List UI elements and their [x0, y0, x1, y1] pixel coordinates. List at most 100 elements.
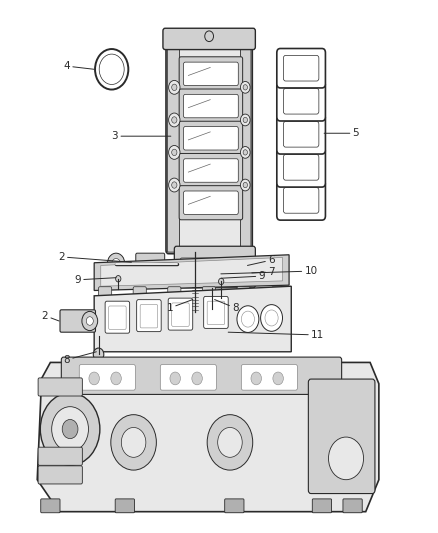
FancyBboxPatch shape: [184, 62, 238, 86]
Text: 9: 9: [74, 275, 116, 285]
FancyBboxPatch shape: [179, 89, 243, 123]
Circle shape: [237, 306, 259, 333]
Text: 5: 5: [324, 128, 359, 138]
Circle shape: [62, 419, 78, 439]
Circle shape: [243, 85, 247, 90]
Text: 1: 1: [166, 300, 193, 313]
Circle shape: [243, 117, 247, 123]
Circle shape: [240, 82, 250, 93]
Circle shape: [172, 117, 177, 123]
FancyBboxPatch shape: [136, 253, 165, 274]
Circle shape: [218, 427, 242, 457]
FancyBboxPatch shape: [179, 185, 243, 220]
FancyBboxPatch shape: [184, 126, 238, 150]
FancyBboxPatch shape: [277, 82, 325, 121]
Circle shape: [251, 372, 261, 385]
FancyBboxPatch shape: [133, 287, 146, 301]
Circle shape: [95, 49, 128, 90]
FancyBboxPatch shape: [202, 287, 215, 301]
FancyBboxPatch shape: [172, 303, 189, 326]
Circle shape: [219, 278, 224, 285]
FancyBboxPatch shape: [283, 155, 319, 180]
Circle shape: [172, 84, 177, 91]
Circle shape: [111, 415, 156, 470]
Text: 2: 2: [58, 252, 131, 262]
FancyBboxPatch shape: [240, 41, 251, 252]
FancyBboxPatch shape: [41, 499, 60, 513]
FancyBboxPatch shape: [237, 287, 250, 301]
Circle shape: [82, 311, 98, 330]
FancyBboxPatch shape: [163, 28, 255, 50]
Circle shape: [40, 393, 100, 465]
FancyBboxPatch shape: [167, 41, 180, 252]
FancyBboxPatch shape: [61, 357, 342, 394]
Text: 9: 9: [221, 271, 265, 281]
Circle shape: [172, 182, 177, 188]
Circle shape: [116, 276, 121, 282]
Polygon shape: [37, 362, 379, 512]
FancyBboxPatch shape: [174, 246, 255, 288]
Circle shape: [243, 182, 247, 188]
FancyBboxPatch shape: [168, 287, 181, 301]
FancyBboxPatch shape: [184, 191, 238, 214]
FancyBboxPatch shape: [207, 301, 225, 325]
Circle shape: [52, 407, 88, 451]
FancyBboxPatch shape: [179, 57, 243, 91]
FancyBboxPatch shape: [115, 499, 134, 513]
FancyBboxPatch shape: [184, 159, 238, 182]
Circle shape: [209, 284, 215, 292]
Circle shape: [107, 253, 125, 274]
FancyBboxPatch shape: [38, 447, 82, 465]
Circle shape: [93, 348, 104, 361]
FancyBboxPatch shape: [105, 301, 130, 333]
Circle shape: [172, 149, 177, 156]
Circle shape: [192, 372, 202, 385]
Circle shape: [99, 54, 124, 85]
FancyBboxPatch shape: [204, 296, 228, 328]
Text: 11: 11: [228, 330, 324, 340]
FancyBboxPatch shape: [277, 115, 325, 154]
Circle shape: [121, 427, 146, 457]
Text: 8: 8: [215, 300, 239, 313]
Circle shape: [240, 179, 250, 191]
FancyBboxPatch shape: [99, 287, 112, 301]
Circle shape: [273, 372, 283, 385]
FancyBboxPatch shape: [283, 55, 319, 81]
Text: 2: 2: [42, 311, 59, 321]
FancyBboxPatch shape: [168, 298, 193, 330]
FancyBboxPatch shape: [60, 310, 95, 332]
Circle shape: [169, 113, 180, 127]
FancyBboxPatch shape: [137, 300, 161, 332]
Circle shape: [169, 80, 180, 94]
Text: 8: 8: [64, 352, 96, 365]
Circle shape: [240, 114, 250, 126]
Polygon shape: [94, 286, 291, 352]
Circle shape: [169, 146, 180, 159]
Text: 3: 3: [112, 131, 171, 141]
Text: 4: 4: [64, 61, 94, 71]
Text: 7: 7: [252, 267, 275, 277]
FancyBboxPatch shape: [179, 154, 243, 188]
Circle shape: [89, 372, 99, 385]
FancyBboxPatch shape: [277, 49, 325, 88]
Circle shape: [86, 317, 93, 325]
Polygon shape: [94, 255, 289, 290]
FancyBboxPatch shape: [277, 181, 325, 220]
FancyBboxPatch shape: [184, 94, 238, 118]
Circle shape: [170, 372, 180, 385]
FancyBboxPatch shape: [312, 499, 332, 513]
FancyBboxPatch shape: [277, 148, 325, 187]
Circle shape: [265, 310, 278, 326]
Circle shape: [261, 305, 283, 332]
FancyBboxPatch shape: [225, 499, 244, 513]
FancyBboxPatch shape: [283, 122, 319, 147]
FancyBboxPatch shape: [109, 306, 126, 329]
Circle shape: [169, 178, 180, 192]
FancyBboxPatch shape: [241, 365, 297, 390]
FancyBboxPatch shape: [140, 304, 158, 328]
Circle shape: [240, 147, 250, 158]
Polygon shape: [101, 257, 283, 286]
FancyBboxPatch shape: [343, 499, 362, 513]
FancyBboxPatch shape: [38, 466, 82, 484]
FancyBboxPatch shape: [79, 365, 135, 390]
